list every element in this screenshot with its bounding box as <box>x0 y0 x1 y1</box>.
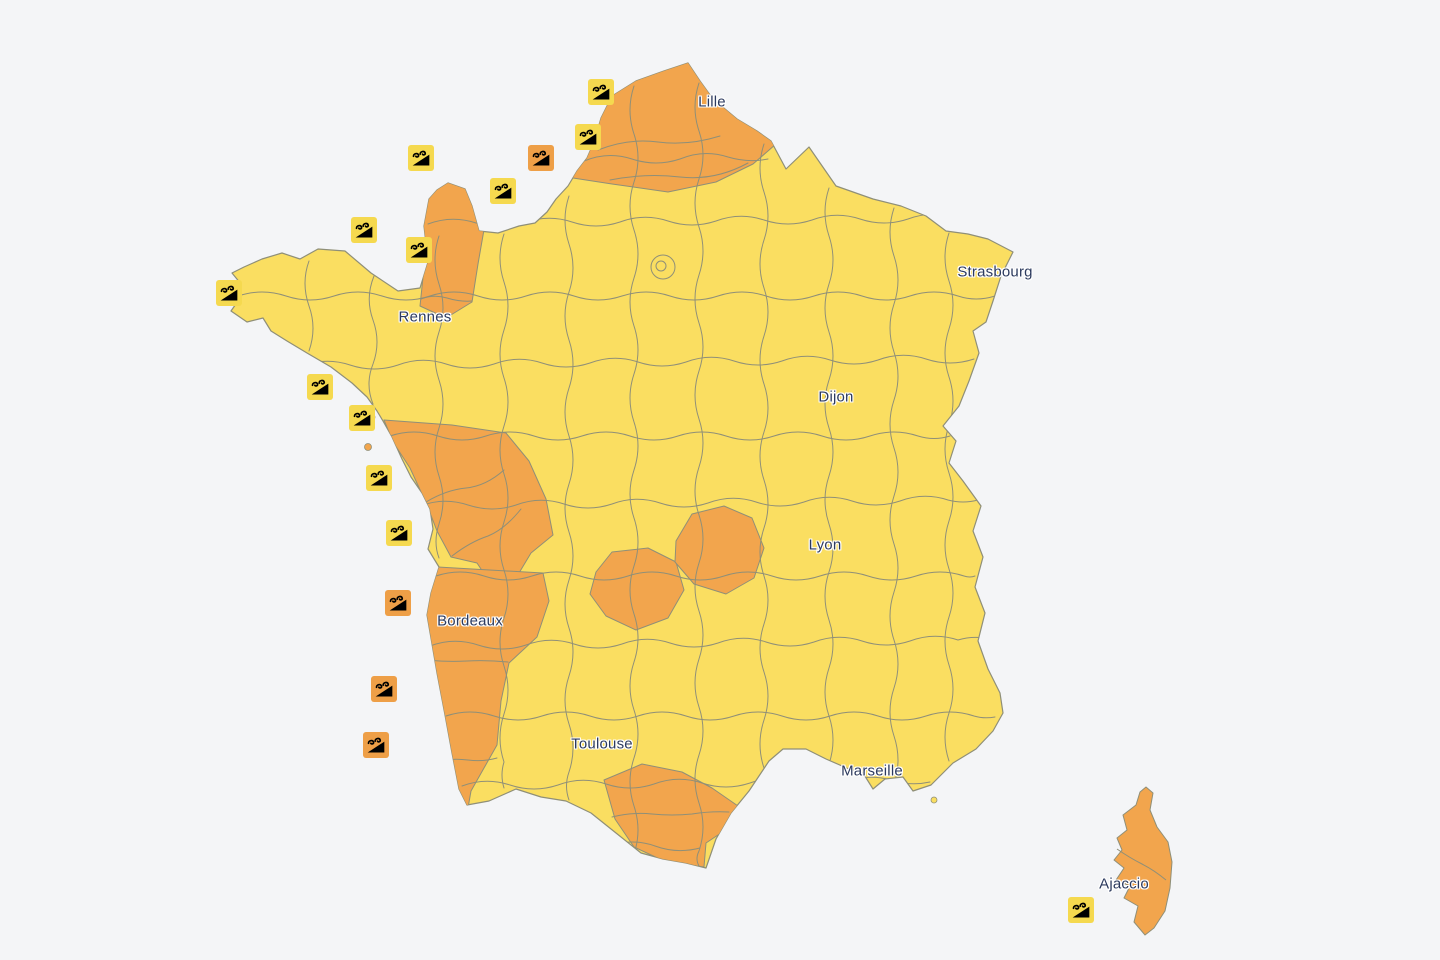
wave-submersion-icon[interactable] <box>588 79 614 105</box>
department-borders <box>237 82 1005 867</box>
wave-submersion-icon[interactable] <box>351 217 377 243</box>
wave-submersion-icon[interactable] <box>349 405 375 431</box>
wave-submersion-icon[interactable] <box>490 178 516 204</box>
wave-submersion-icon[interactable] <box>575 124 601 150</box>
paris-ring <box>655 260 667 272</box>
alert-region-corse[interactable] <box>1113 786 1173 936</box>
wave-submersion-icon[interactable] <box>406 237 432 263</box>
wave-submersion-icon[interactable] <box>385 590 411 616</box>
ile-de-france-ring <box>650 254 676 280</box>
wave-submersion-icon[interactable] <box>371 676 397 702</box>
wave-submersion-icon[interactable] <box>386 520 412 546</box>
wave-submersion-icon[interactable] <box>528 145 554 171</box>
wave-submersion-icon[interactable] <box>366 465 392 491</box>
wave-submersion-icon[interactable] <box>216 280 242 306</box>
wave-submersion-icon[interactable] <box>307 374 333 400</box>
wave-submersion-icon[interactable] <box>1068 897 1094 923</box>
corse-department-border <box>1116 848 1167 881</box>
wave-submersion-icon[interactable] <box>363 732 389 758</box>
wave-submersion-icon[interactable] <box>408 145 434 171</box>
alert-region-correze[interactable] <box>589 547 685 631</box>
